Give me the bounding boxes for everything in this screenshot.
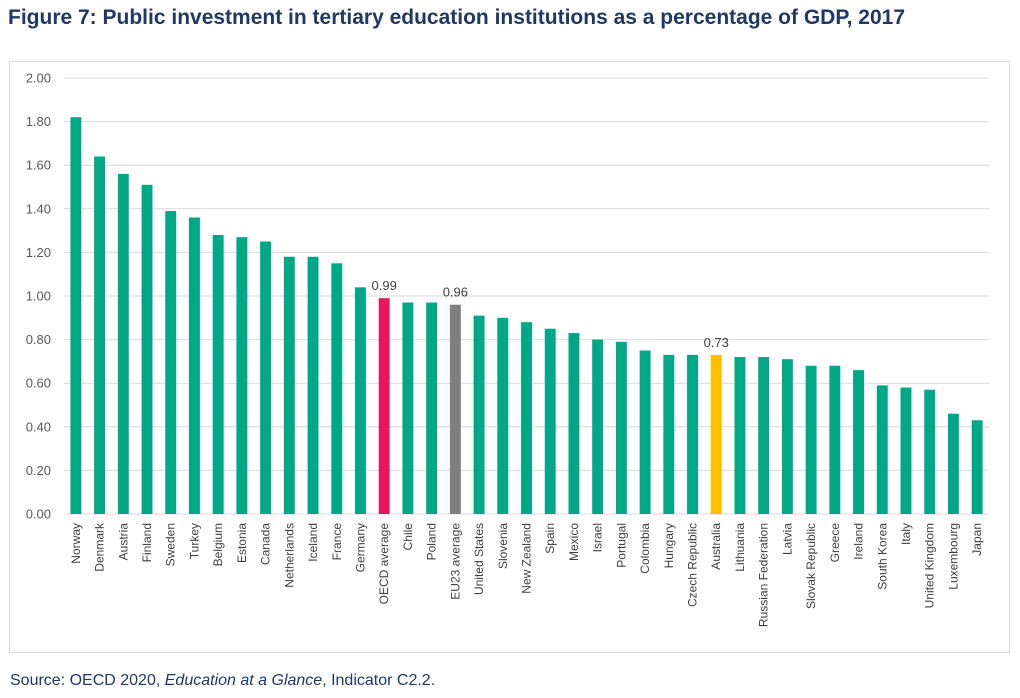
bar	[758, 357, 770, 514]
x-tick-label: Netherlands	[282, 523, 296, 588]
x-tick-label: Greece	[828, 523, 842, 563]
bar	[473, 315, 485, 514]
bar	[307, 256, 319, 514]
bar	[829, 365, 841, 514]
chart-area: 0.00 0.20 0.40 0.60 0.80 1.00 1.20 1.40 1.60 1.80…	[9, 61, 1010, 653]
figure-title: Figure 7: Public investment in tertiary …	[8, 6, 906, 29]
data-label: 0.96	[443, 285, 468, 300]
y-tick-label: 0.60	[26, 376, 51, 391]
x-tick-label: Colombia	[638, 523, 652, 574]
y-tick-label: 1.00	[26, 289, 51, 304]
source-prefix: Source: OECD 2020,	[10, 672, 165, 689]
x-tick-label: Portugal	[614, 523, 628, 568]
x-tick-label: Australia	[709, 523, 723, 570]
x-tick-label: United States	[472, 523, 486, 595]
bar	[212, 234, 224, 514]
x-tick-label: Japan	[970, 523, 984, 556]
bar	[260, 241, 272, 514]
bar	[781, 359, 793, 514]
x-tick-label: Czech Republic	[686, 523, 700, 607]
x-tick-label: Latvia	[780, 523, 794, 555]
bar	[805, 365, 817, 514]
source-suffix: , Indicator C2.2.	[322, 672, 436, 689]
x-tick-label: France	[330, 523, 344, 561]
y-tick-label: 0.00	[26, 507, 51, 522]
x-tick-label: United Kingdom	[923, 523, 937, 608]
bar	[947, 413, 959, 514]
x-tick-label: Slovak Republic	[804, 523, 818, 609]
bar	[331, 263, 343, 514]
x-tick-label: Luxembourg	[946, 523, 960, 590]
bar	[402, 302, 414, 514]
x-tick-label: Turkey	[187, 523, 201, 559]
x-tick-label: Hungary	[662, 523, 676, 568]
bar	[236, 237, 248, 514]
x-tick-label: Norway	[69, 523, 83, 564]
bar	[639, 350, 651, 514]
x-tick-label: Mexico	[567, 523, 581, 561]
data-label: 0.73	[704, 335, 729, 350]
x-tick-label: Russian Federation	[757, 523, 771, 627]
bar	[568, 333, 580, 514]
x-tick-label: Denmark	[93, 522, 107, 572]
bar	[283, 256, 295, 514]
x-tick-label: Lithuania	[733, 523, 747, 572]
x-tick-label: OECD average	[377, 523, 391, 605]
x-tick-label: Finland	[140, 523, 154, 562]
bar	[924, 389, 936, 514]
bar	[615, 341, 627, 514]
bar	[94, 156, 106, 514]
bar	[544, 328, 556, 514]
bar	[592, 339, 604, 514]
x-tick-label: Iceland	[306, 523, 320, 562]
source-publication: Education at a Glance	[164, 672, 323, 689]
bar	[355, 287, 366, 514]
bar	[521, 322, 532, 514]
x-tick-label: Slovenia	[496, 523, 510, 569]
bar	[70, 117, 82, 515]
bar	[734, 357, 746, 514]
x-tick-label: Spain	[543, 523, 557, 554]
bar	[710, 354, 722, 514]
y-tick-label: 0.80	[26, 332, 51, 347]
x-tick-label: EU23 average	[448, 523, 462, 600]
bar-chart: 0.00 0.20 0.40 0.60 0.80 1.00 1.20 1.40 1.60 1.80…	[26, 71, 989, 627]
y-tick-label: 1.20	[26, 245, 51, 260]
bar	[165, 210, 177, 515]
y-tick-label: 0.20	[26, 463, 51, 478]
x-tick-label: Austria	[116, 523, 130, 561]
bar	[876, 385, 888, 514]
bar	[117, 173, 129, 515]
bar	[900, 387, 912, 514]
x-tick-label: New Zealand	[520, 523, 534, 594]
x-tick-label: Estonia	[235, 523, 249, 563]
y-tick-label: 0.40	[26, 419, 51, 434]
bar	[687, 354, 698, 514]
source-note: Source: OECD 2020, Education at a Glance…	[10, 672, 435, 690]
x-tick-label: Israel	[591, 523, 605, 552]
x-tick-label: Canada	[259, 523, 273, 565]
x-tick-label: Chile	[401, 523, 415, 551]
data-label: 0.99	[372, 278, 397, 293]
x-tick-label: Belgium	[211, 523, 225, 566]
y-tick-label: 1.40	[26, 201, 51, 216]
bar	[188, 217, 200, 514]
y-tick-label: 1.60	[26, 158, 51, 173]
x-tick-label: South Korea	[875, 523, 889, 590]
bar	[971, 420, 983, 514]
bar	[141, 184, 153, 514]
bar	[426, 302, 438, 514]
bar	[449, 304, 461, 514]
bar	[663, 354, 675, 514]
x-tick-label: Germany	[353, 523, 367, 572]
y-tick-label: 2.00	[26, 71, 51, 86]
y-tick-label: 1.80	[26, 114, 51, 129]
bar	[378, 298, 390, 514]
x-tick-label: Sweden	[164, 523, 178, 566]
x-tick-label: Ireland	[852, 523, 866, 560]
x-tick-label: Poland	[425, 523, 439, 560]
bar	[497, 317, 509, 514]
bar	[853, 370, 865, 514]
x-tick-label: Italy	[899, 523, 913, 545]
